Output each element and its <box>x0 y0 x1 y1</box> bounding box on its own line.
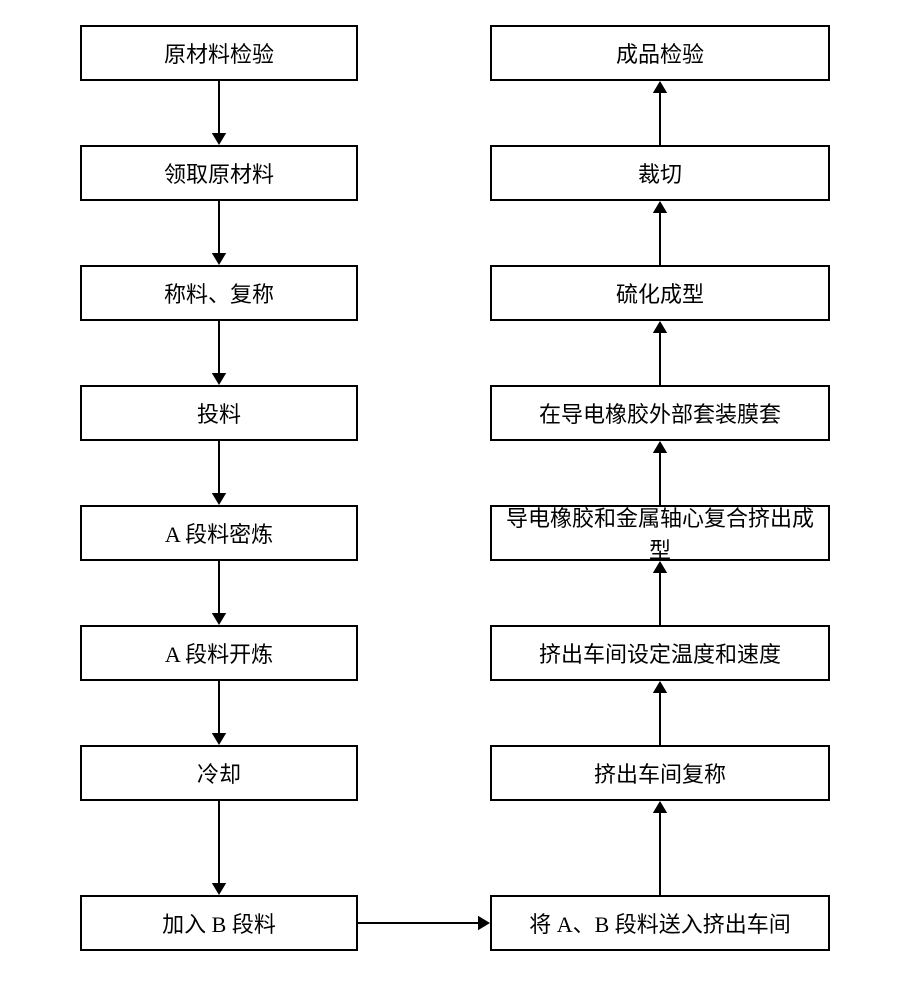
flowchart-node-label: A 段料密炼 <box>165 517 273 549</box>
flowchart-arrow <box>346 911 502 937</box>
flowchart-node-label: 冷却 <box>197 757 241 789</box>
flowchart-node-label: 领取原材料 <box>164 157 274 189</box>
flowchart-arrow <box>648 189 674 277</box>
flowchart-node-n11: 挤出车间设定温度和速度 <box>490 625 830 681</box>
flowchart-node-n16: 成品检验 <box>490 25 830 81</box>
flowchart-node-n12: 导电橡胶和金属轴心复合挤出成型 <box>490 505 830 561</box>
flowchart-node-n14: 硫化成型 <box>490 265 830 321</box>
flowchart-node-label: 硫化成型 <box>616 277 704 309</box>
flowchart-node-n8: 加入 B 段料 <box>80 895 358 951</box>
flowchart-node-n15: 裁切 <box>490 145 830 201</box>
flowchart-node-label: 挤出车间设定温度和速度 <box>539 637 781 669</box>
flowchart-arrow <box>207 549 233 637</box>
flowchart-node-n2: 领取原材料 <box>80 145 358 201</box>
flowchart-arrow <box>648 789 674 907</box>
flowchart-node-label: 在导电橡胶外部套装膜套 <box>539 397 781 429</box>
flowchart-node-label: 投料 <box>197 397 241 429</box>
flowchart-node-n9: 将 A、B 段料送入挤出车间 <box>490 895 830 951</box>
flowchart-node-n1: 原材料检验 <box>80 25 358 81</box>
flowchart-arrow <box>648 309 674 397</box>
flowchart-node-label: 加入 B 段料 <box>162 907 276 939</box>
flowchart-node-n7: 冷却 <box>80 745 358 801</box>
flowchart-node-n3: 称料、复称 <box>80 265 358 321</box>
flowchart-arrow <box>648 69 674 157</box>
flowchart-node-label: 挤出车间复称 <box>594 757 726 789</box>
flowchart-node-label: 导电橡胶和金属轴心复合挤出成型 <box>496 501 824 565</box>
flowchart-node-n13: 在导电橡胶外部套装膜套 <box>490 385 830 441</box>
flowchart-node-label: 裁切 <box>638 157 682 189</box>
flowchart-node-n5: A 段料密炼 <box>80 505 358 561</box>
flowchart-node-label: 原材料检验 <box>164 37 274 69</box>
flowchart-node-label: 将 A、B 段料送入挤出车间 <box>529 907 791 939</box>
flowchart-arrow <box>207 309 233 397</box>
flowchart-node-label: 称料、复称 <box>164 277 274 309</box>
flowchart-arrow <box>207 669 233 757</box>
flowchart-container: 原材料检验领取原材料称料、复称投料 A 段料密炼 A 段料开炼冷却加入 B 段料 将 … <box>0 0 898 1000</box>
flowchart-node-label: 成品检验 <box>616 37 704 69</box>
flowchart-node-n6: A 段料开炼 <box>80 625 358 681</box>
flowchart-arrow <box>207 429 233 517</box>
flowchart-node-n4: 投料 <box>80 385 358 441</box>
flowchart-arrow <box>207 189 233 277</box>
flowchart-node-label: A 段料开炼 <box>165 637 273 669</box>
flowchart-node-n10: 挤出车间复称 <box>490 745 830 801</box>
flowchart-arrow <box>207 69 233 157</box>
flowchart-arrow <box>207 789 233 907</box>
flowchart-arrow <box>648 669 674 757</box>
